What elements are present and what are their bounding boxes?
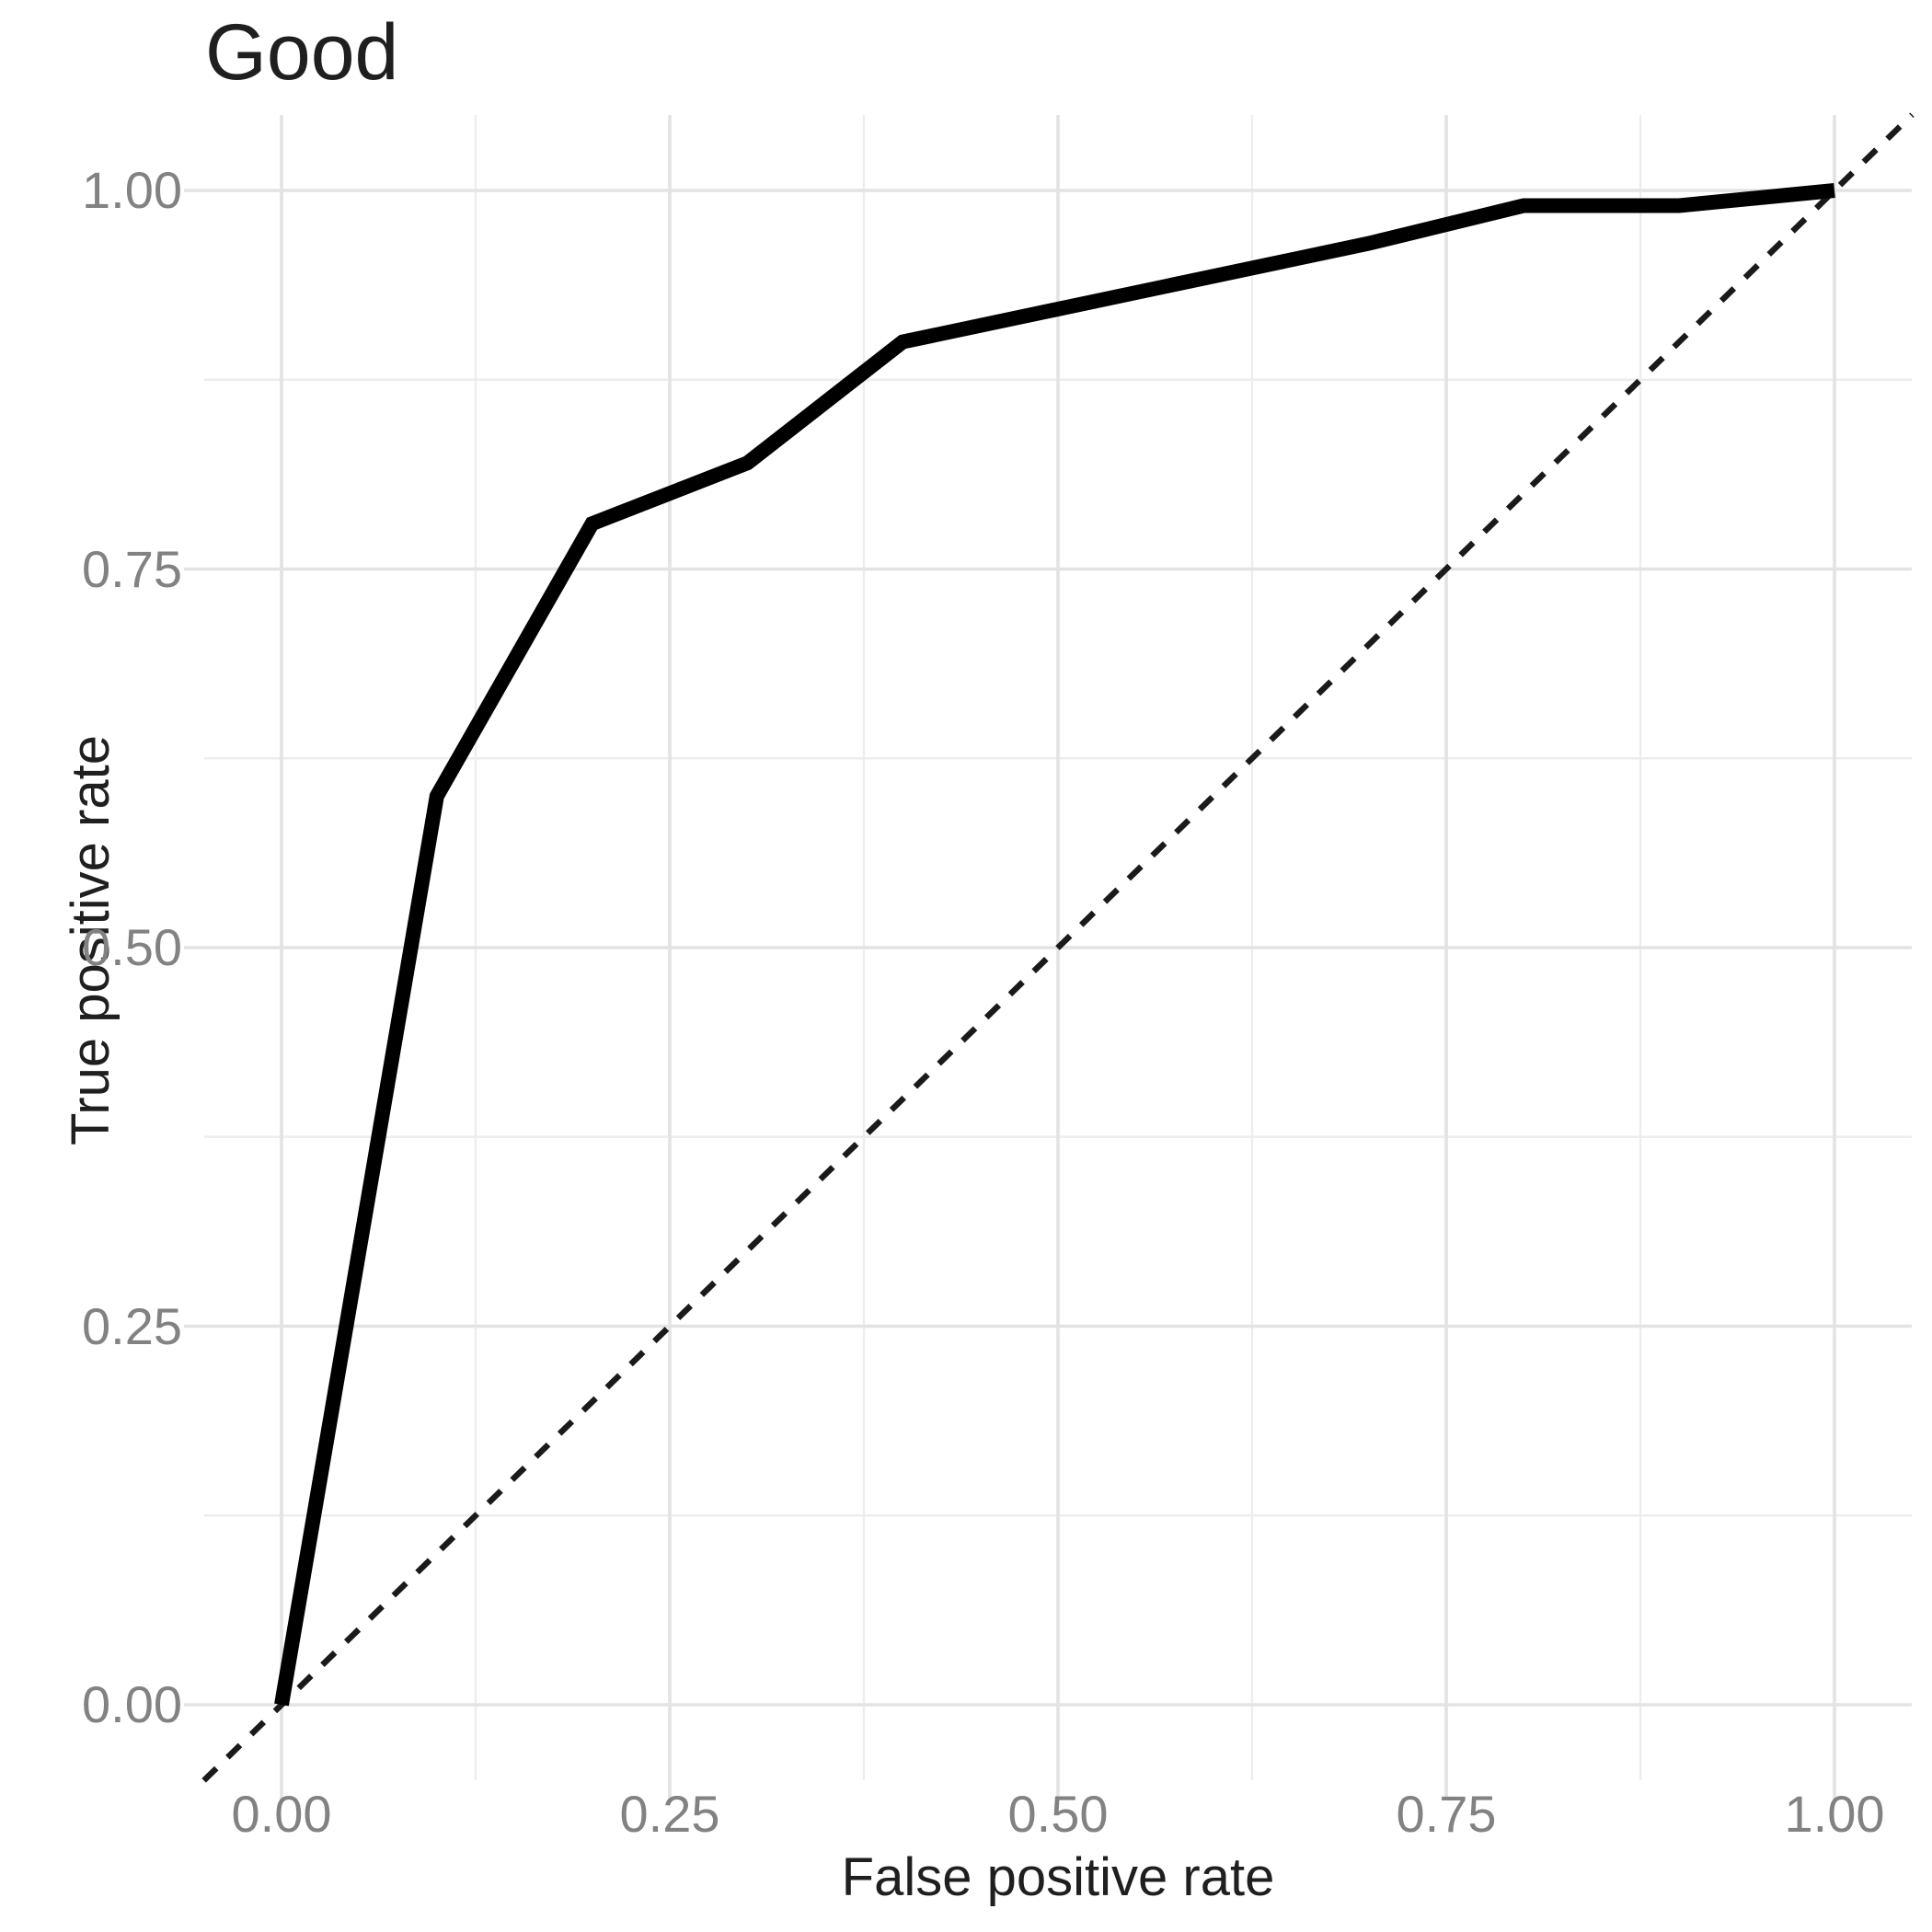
y-tick-label: 0.75 (82, 539, 182, 598)
x-tick-label: 0.25 (619, 1785, 720, 1843)
x-tick-label: 1.00 (1784, 1785, 1885, 1843)
y-tick-label: 1.00 (82, 161, 182, 219)
chance-diagonal (201, 112, 1915, 1783)
x-axis-label: False positive rate (841, 1847, 1275, 1907)
x-tick-label: 0.75 (1396, 1785, 1497, 1843)
plot-title: Good (205, 8, 399, 97)
x-tick-label: 0.00 (231, 1785, 332, 1843)
roc-curve (274, 183, 1835, 1707)
y-tick-label: 0.50 (82, 918, 182, 976)
y-tick-label: 0.25 (82, 1296, 182, 1355)
x-tick-label: 0.50 (1007, 1785, 1109, 1843)
y-tick-label: 0.00 (82, 1675, 182, 1733)
